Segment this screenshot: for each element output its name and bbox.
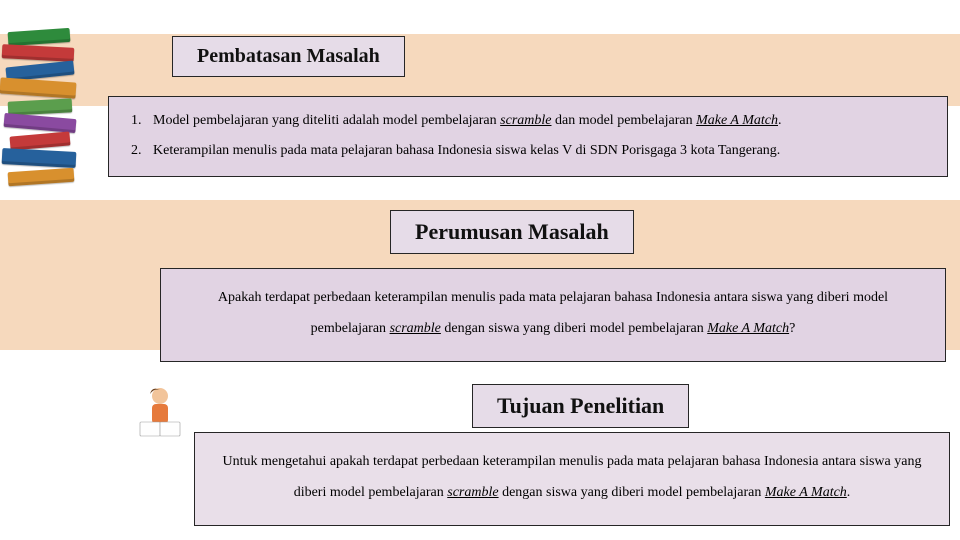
underlined-term: scramble — [500, 113, 551, 128]
heading-tujuan-text: Tujuan Penelitian — [497, 393, 664, 418]
text-fragment: . — [778, 113, 782, 128]
list-text: Keterampilan menulis pada mata pelajaran… — [153, 141, 780, 161]
paragraph: Untuk mengetahui apakah terdapat perbeda… — [217, 447, 927, 509]
text-fragment: ? — [789, 321, 795, 336]
list-number: 2. — [131, 143, 153, 159]
paragraph: Apakah terdapat perbedaan keterampilan m… — [183, 283, 923, 345]
content-perumusan: Apakah terdapat perbedaan keterampilan m… — [160, 268, 946, 362]
heading-perumusan-text: Perumusan Masalah — [415, 219, 609, 244]
child-reading-illustration — [130, 380, 190, 440]
text-fragment: Keterampilan menulis pada mata pelajaran… — [153, 143, 780, 158]
content-pembatasan: 1. Model pembelajaran yang diteliti adal… — [108, 96, 948, 177]
underlined-term: scramble — [390, 321, 441, 336]
text-fragment: dan model pembelajaran — [551, 113, 696, 128]
list-text: Model pembelajaran yang diteliti adalah … — [153, 111, 782, 131]
text-fragment: Model pembelajaran yang diteliti adalah … — [153, 113, 500, 128]
books-illustration — [0, 30, 95, 200]
list-item: 2. Keterampilan menulis pada mata pelaja… — [131, 141, 925, 161]
underlined-term: Make A Match — [696, 113, 778, 128]
text-fragment: dengan siswa yang diberi model pembelaja… — [441, 321, 707, 336]
list-item: 1. Model pembelajaran yang diteliti adal… — [131, 111, 925, 131]
underlined-term: Make A Match — [765, 485, 847, 500]
content-tujuan: Untuk mengetahui apakah terdapat perbeda… — [194, 432, 950, 526]
heading-pembatasan: Pembatasan Masalah — [172, 36, 405, 77]
underlined-term: Make A Match — [707, 321, 789, 336]
underlined-term: scramble — [447, 485, 498, 500]
heading-tujuan: Tujuan Penelitian — [472, 384, 689, 428]
list-number: 1. — [131, 113, 153, 129]
heading-pembatasan-text: Pembatasan Masalah — [197, 45, 380, 67]
heading-perumusan: Perumusan Masalah — [390, 210, 634, 254]
text-fragment: dengan siswa yang diberi model pembelaja… — [499, 485, 765, 500]
text-fragment: . — [847, 485, 851, 500]
